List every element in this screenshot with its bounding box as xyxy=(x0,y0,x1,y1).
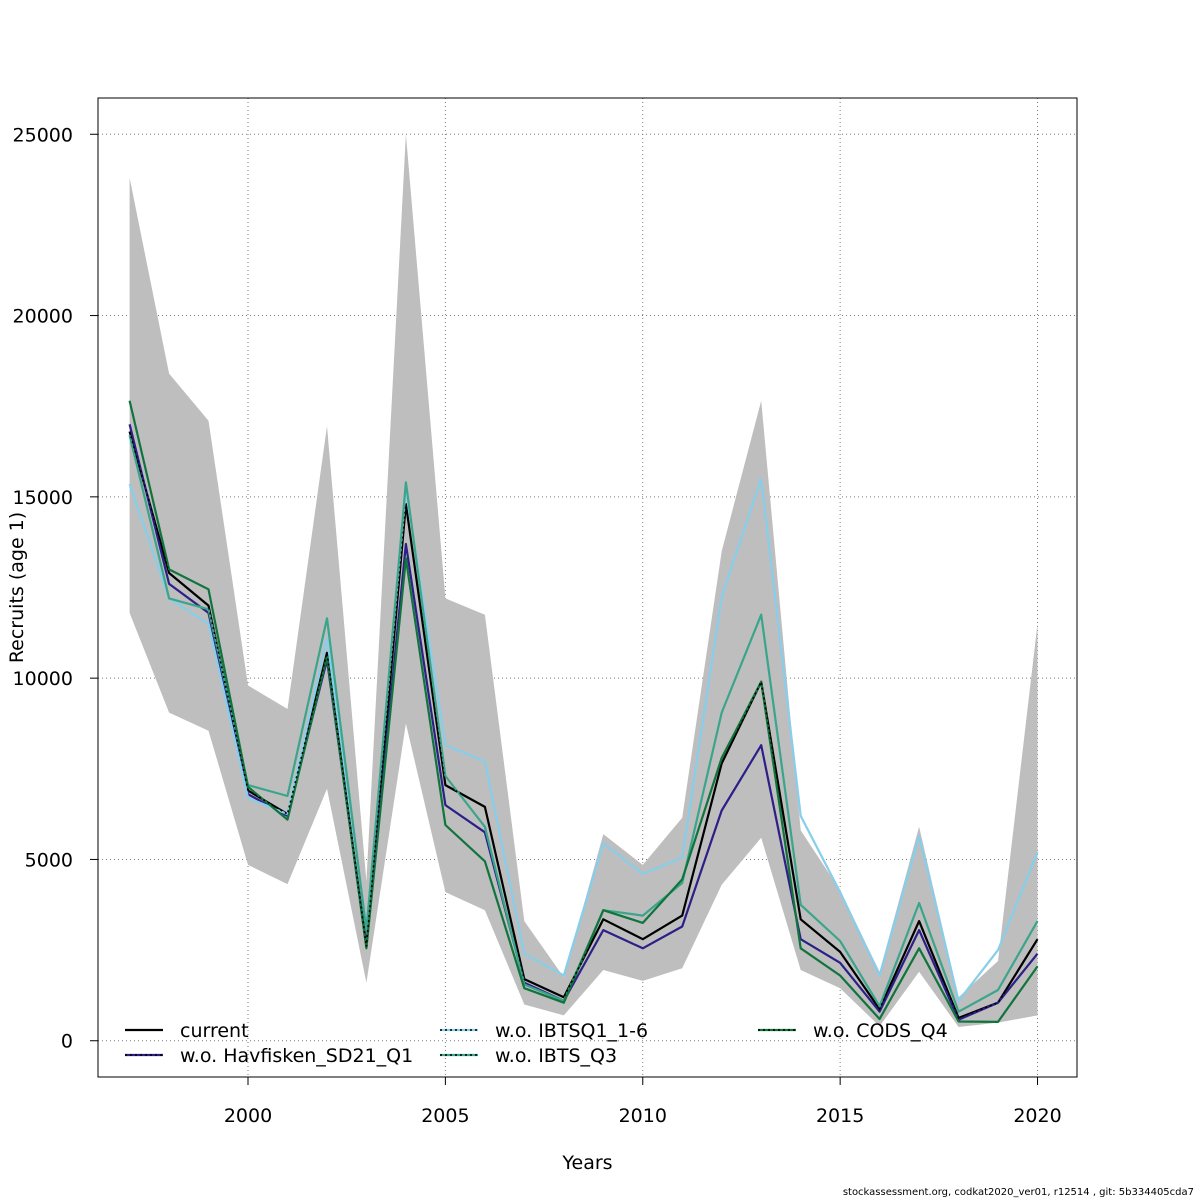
x-tick-label: 2010 xyxy=(619,1105,667,1127)
x-axis-ticks: 2000 2005 2010 2015 2020 xyxy=(224,1077,1062,1127)
y-tick-label: 0 xyxy=(61,1031,73,1053)
legend-item-1: w.o. Havfisken_SD21_Q1 xyxy=(125,1045,413,1067)
legend-item-0: current xyxy=(125,1020,249,1042)
x-tick-label: 2000 xyxy=(224,1105,272,1127)
legend-label: current xyxy=(180,1020,249,1042)
legend-label: w.o. IBTS_Q3 xyxy=(495,1045,617,1067)
y-tick-label: 5000 xyxy=(25,849,73,871)
series-lines-layer xyxy=(128,400,1039,1024)
legend-item-2: w.o. IBTSQ1_1-6 xyxy=(440,1020,648,1042)
y-axis-label: Recruits (age 1) xyxy=(6,512,28,663)
plot-frame xyxy=(97,97,1078,1078)
footer-credit: stockassessment.org, codkat2020_ver01, r… xyxy=(842,1187,1194,1198)
series-line-2 xyxy=(128,477,1039,1003)
y-tick-label: 25000 xyxy=(13,124,73,146)
x-tick-label: 2015 xyxy=(816,1105,864,1127)
legend-label: w.o. CODS_Q4 xyxy=(813,1020,948,1042)
y-axis-ticks: 0 5000 10000 15000 20000 25000 xyxy=(13,124,98,1053)
legend-label: w.o. Havfisken_SD21_Q1 xyxy=(180,1045,413,1067)
x-axis-label: Years xyxy=(561,1152,612,1174)
y-tick-label: 20000 xyxy=(13,306,73,328)
series-line-4 xyxy=(128,400,1039,1024)
confidence-band-layer xyxy=(129,134,1038,1028)
x-tick-label: 2005 xyxy=(421,1105,469,1127)
legend: current w.o. Havfisken_SD21_Q1 w.o. IBTSQ1… xyxy=(125,1020,948,1067)
legend-item-4: w.o. CODS_Q4 xyxy=(758,1020,948,1042)
legend-label: w.o. IBTSQ1_1-6 xyxy=(495,1020,648,1042)
y-tick-label: 10000 xyxy=(13,668,73,690)
x-tick-label: 2020 xyxy=(1013,1105,1061,1127)
series-line-current-overlay xyxy=(128,431,1039,1019)
y-tick-label: 15000 xyxy=(13,487,73,509)
confidence-band xyxy=(129,134,1038,1028)
legend-item-3: w.o. IBTS_Q3 xyxy=(440,1045,617,1067)
